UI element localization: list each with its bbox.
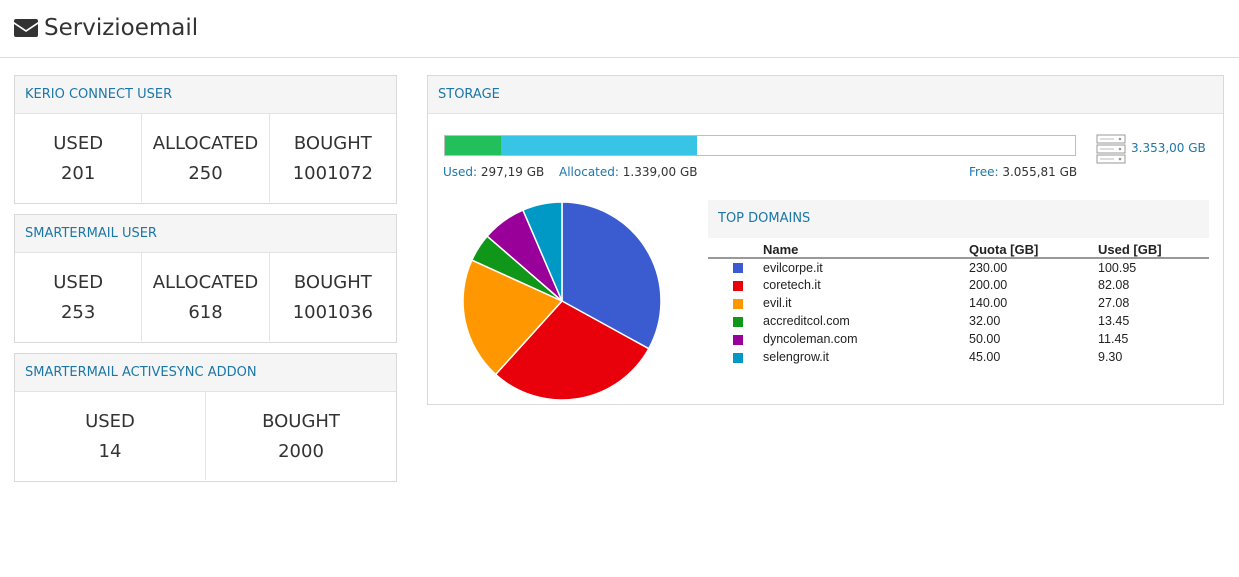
stat-label: ALLOCATED <box>152 133 259 154</box>
pie-slice-coretech-it[interactable] <box>494 300 650 401</box>
legend-swatch <box>733 280 743 291</box>
page-title: Servizioemail <box>44 15 199 41</box>
pie-slice-evilcorpe-it[interactable] <box>561 201 662 350</box>
smartermail-used-stat: USED 253 <box>15 253 143 341</box>
stat-value: 1001036 <box>292 302 373 323</box>
table-row: evilcorpe.it 230.00 100.95 <box>708 258 1209 276</box>
stat-value: 618 <box>188 302 223 323</box>
stat-value: 253 <box>60 302 96 323</box>
stat-value: 1001072 <box>292 163 373 184</box>
smartermail-user-panel: SMARTERMAIL USER USED 253 ALLOCATED 618 … <box>14 214 397 343</box>
top-domains-panel: TOP DOMAINS Name Quota [GB] Used [GB] ev… <box>708 200 1209 366</box>
domain-name: selengrow.it <box>763 350 830 364</box>
activesync-addon-panel: SMARTERMAIL ACTIVESYNC ADDON USED 14 BOU… <box>14 353 397 482</box>
storage-used-key: Used: <box>443 165 478 179</box>
smartermail-panel-heading: SMARTERMAIL USER <box>15 215 396 253</box>
storage-allocated-value: 1.339,00 GB <box>622 165 698 179</box>
stat-label: ALLOCATED <box>152 272 259 293</box>
legend-swatch <box>733 298 743 309</box>
table-row: accreditcol.com 32.00 13.45 <box>708 312 1209 330</box>
activesync-panel-heading: SMARTERMAIL ACTIVESYNC ADDON <box>15 354 396 392</box>
stat-value: 250 <box>188 163 223 184</box>
domain-name: evil.it <box>763 296 792 310</box>
domain-name: evilcorpe.it <box>763 260 823 275</box>
pie-slice-selengrow-it[interactable] <box>521 201 563 302</box>
domain-used: 82.08 <box>1098 278 1130 292</box>
storage-total: 3.353,00 GB <box>1131 141 1206 155</box>
kerio-used-stat: USED 201 <box>15 114 143 202</box>
kerio-panel-heading: KERIO CONNECT USER <box>15 76 396 114</box>
activesync-bought-stat: BOUGHT 2000 <box>206 392 396 480</box>
table-row: dyncoleman.com 50.00 11.45 <box>708 330 1209 348</box>
stat-value: 201 <box>60 163 96 184</box>
table-row: selengrow.it 45.00 9.30 <box>708 348 1209 366</box>
domain-quota: 230.00 <box>969 260 1008 275</box>
legend-swatch <box>733 316 743 327</box>
legend-swatch <box>733 263 743 274</box>
domain-used: 13.45 <box>1098 314 1130 328</box>
storage-progress-bar <box>444 135 1076 156</box>
smartermail-bought-stat: BOUGHT 1001036 <box>270 253 396 341</box>
stat-value: 14 <box>98 441 122 462</box>
activesync-used-stat: USED 14 <box>15 392 206 480</box>
stat-label: BOUGHT <box>293 272 372 293</box>
domain-name: dyncoleman.com <box>763 332 858 346</box>
stat-label: USED <box>53 133 104 154</box>
kerio-bought-stat: BOUGHT 1001072 <box>270 114 396 202</box>
kerio-allocated-stat: ALLOCATED 250 <box>142 114 270 202</box>
storage-used-value: 297,19 GB <box>480 165 545 179</box>
envelope-icon <box>14 19 38 37</box>
domain-name: coretech.it <box>763 278 821 292</box>
stat-label: BOUGHT <box>293 133 372 154</box>
stat-label: USED <box>53 272 104 293</box>
stat-label: USED <box>85 411 135 432</box>
table-row: evil.it 140.00 27.08 <box>708 294 1209 312</box>
domains-pie-chart <box>460 199 664 403</box>
table-row: coretech.it 200.00 82.08 <box>708 276 1209 294</box>
storage-allocated-fill <box>500 136 697 155</box>
storage-free-legend: Free: 3.055,81 GB <box>969 165 1077 179</box>
domain-quota: 50.00 <box>969 332 1001 346</box>
page-header: Servizioemail <box>0 0 1239 58</box>
storage-free-key: Free: <box>969 165 999 179</box>
column-header-name: Name <box>763 238 969 259</box>
domain-used: 9.30 <box>1098 350 1123 364</box>
storage-panel-heading: STORAGE <box>428 76 1223 114</box>
domain-quota: 45.00 <box>969 350 1001 364</box>
domain-used: 100.95 <box>1098 260 1137 275</box>
server-icon <box>1096 134 1126 164</box>
column-header-used: Used [GB] <box>1098 238 1209 259</box>
domain-quota: 32.00 <box>969 314 1001 328</box>
stat-value: 2000 <box>278 441 324 462</box>
domain-name: accreditcol.com <box>763 314 850 328</box>
pie-svg <box>462 201 662 401</box>
storage-panel: STORAGE Used: 297,19 GB Allocated: 1.339… <box>427 75 1224 405</box>
storage-used-fill <box>445 136 501 155</box>
storage-used-legend: Used: 297,19 GB <box>443 165 544 179</box>
stat-label: BOUGHT <box>262 411 340 432</box>
domain-quota: 200.00 <box>969 278 1008 292</box>
storage-allocated-legend: Allocated: 1.339,00 GB <box>559 165 698 179</box>
column-header-quota: Quota [GB] <box>969 238 1098 259</box>
top-domains-table: Name Quota [GB] Used [GB] evilcorpe.it 23… <box>708 238 1209 366</box>
storage-allocated-key: Allocated: <box>559 165 619 179</box>
legend-swatch <box>733 334 743 345</box>
domain-quota: 140.00 <box>969 296 1008 310</box>
smartermail-allocated-stat: ALLOCATED 618 <box>142 253 270 341</box>
legend-swatch <box>733 352 743 363</box>
top-domains-heading: TOP DOMAINS <box>708 200 1209 238</box>
pie-slice-evil-it[interactable] <box>462 259 564 376</box>
kerio-connect-user-panel: KERIO CONNECT USER USED 201 ALLOCATED 25… <box>14 75 397 204</box>
storage-free-value: 3.055,81 GB <box>1002 165 1078 179</box>
domain-used: 27.08 <box>1098 296 1130 310</box>
domain-used: 11.45 <box>1098 332 1129 346</box>
